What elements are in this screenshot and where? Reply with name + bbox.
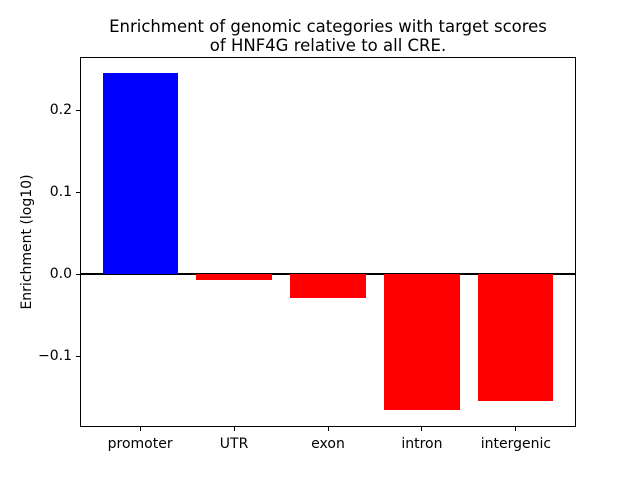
x-tick-label-intergenic: intergenic bbox=[480, 436, 552, 452]
x-tick-label-exon: exon bbox=[311, 436, 345, 452]
y-tick-label-0.1: 0.1 bbox=[49, 184, 72, 201]
y-tick-0.0 bbox=[76, 273, 80, 275]
bar-promoter bbox=[102, 73, 178, 274]
bar-UTR bbox=[196, 273, 272, 281]
bar-intron bbox=[384, 273, 460, 410]
bar-exon bbox=[290, 273, 366, 299]
y-tick-−0.1 bbox=[76, 355, 80, 357]
plot-area bbox=[80, 57, 576, 427]
y-tick-label-0.2: 0.2 bbox=[49, 102, 72, 119]
chart-title-line2: of HNF4G relative to all CRE. bbox=[209, 36, 447, 55]
chart-title: Enrichment of genomic categories with ta… bbox=[80, 17, 576, 55]
bar-intergenic bbox=[478, 273, 554, 401]
y-tick-0.2 bbox=[76, 110, 80, 112]
y-tick-0.1 bbox=[76, 192, 80, 194]
x-tick-label-promoter: promoter bbox=[107, 436, 173, 452]
x-tick-intron bbox=[421, 427, 423, 431]
x-tick-promoter bbox=[139, 427, 141, 431]
x-tick-intergenic bbox=[515, 427, 517, 431]
chart-title-line1: Enrichment of genomic categories with ta… bbox=[109, 17, 547, 36]
x-tick-exon bbox=[327, 427, 329, 431]
y-tick-label-0.0: 0.0 bbox=[49, 265, 72, 282]
x-tick-label-UTR: UTR bbox=[219, 436, 249, 452]
x-tick-UTR bbox=[233, 427, 235, 431]
x-tick-label-intron: intron bbox=[401, 436, 443, 452]
y-tick-label-−0.1: −0.1 bbox=[38, 347, 72, 364]
